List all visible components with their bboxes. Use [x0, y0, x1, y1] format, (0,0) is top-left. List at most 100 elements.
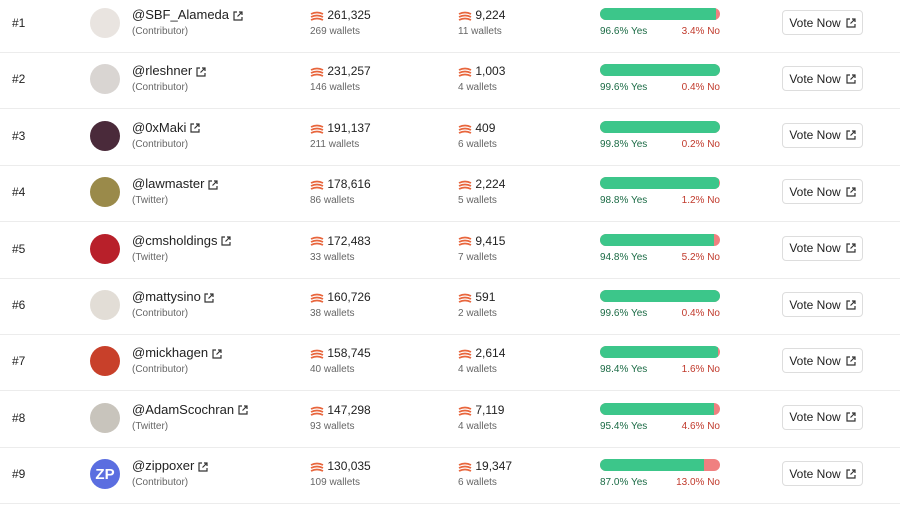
avatar-text: ZP [95, 465, 115, 483]
for-wallets-text: 146 wallets [310, 82, 361, 94]
vote-button-text: Vote Now [789, 15, 841, 30]
against-wallets-text: 4 wallets [458, 420, 497, 432]
link-icon [846, 299, 856, 310]
for-votes: 231,257 [310, 64, 371, 78]
avatar [90, 402, 120, 433]
handle: @mickhagen [132, 345, 209, 361]
against-votes: 2,224 [458, 177, 505, 191]
token-icon [458, 406, 472, 416]
vote-button[interactable]: Vote Now [782, 461, 863, 487]
role: (Twitter) [132, 421, 168, 432]
leaderboard-row: #5 @cmsholdings (Twitter) 172,483 33 walle… [0, 223, 900, 279]
vote-button[interactable]: Vote Now [782, 235, 863, 261]
no-label-text: 5.2% No [681, 251, 720, 263]
for-wallets-text: 38 wallets [310, 308, 355, 319]
link-icon [846, 74, 856, 84]
avatar [90, 233, 120, 264]
handle-link[interactable]: @rleshner [132, 63, 206, 78]
vote-button[interactable]: Vote Now [782, 66, 863, 92]
vote-button[interactable]: Vote Now [782, 292, 863, 317]
against-wallets: 4 wallets [458, 421, 497, 432]
token-icon [458, 180, 472, 190]
rank: #6 [12, 298, 25, 312]
yes-label-text: 98.8% Yes [600, 195, 648, 207]
handle: @AdamScochran [132, 401, 235, 417]
against-wallets-text: 7 wallets [458, 251, 497, 263]
avatar [90, 346, 120, 377]
for-votes-text: 147,298 [327, 402, 371, 417]
vote-button[interactable]: Vote Now [782, 179, 863, 205]
no-label-text: 1.6% No [681, 364, 720, 376]
for-wallets: 86 wallets [310, 195, 354, 206]
vote-button[interactable]: Vote Now [782, 122, 863, 148]
role: (Contributor) [132, 364, 188, 375]
vote-button[interactable]: Vote Now [782, 10, 863, 35]
link-icon [208, 180, 218, 190]
handle: @rleshner [132, 63, 193, 79]
against-votes: 2,614 [458, 346, 505, 360]
for-votes-text: 191,137 [327, 120, 371, 135]
against-wallets: 11 wallets [458, 26, 502, 37]
rank: #9 [12, 467, 25, 481]
vote-button[interactable]: Vote Now [782, 348, 863, 374]
for-wallets: 38 wallets [310, 308, 354, 319]
rank: #7 [12, 354, 25, 368]
for-wallets-text: 93 wallets [310, 420, 355, 432]
yes-label: 98.8% Yes [600, 195, 647, 206]
leaderboard-row: #8 @AdamScochran (Twitter) 147,298 93 wall… [0, 392, 900, 448]
role: (Contributor) [132, 26, 188, 37]
yes-label: 96.6% Yes [600, 26, 647, 37]
against-votes: 19,347 [458, 459, 512, 473]
link-icon [238, 405, 248, 415]
rank-text: #5 [12, 241, 26, 256]
yes-label-text: 99.8% Yes [600, 138, 648, 150]
yes-label: 99.6% Yes [600, 308, 647, 319]
for-wallets-text: 109 wallets [310, 477, 361, 489]
vote-button-text: Vote Now [789, 410, 841, 425]
for-votes: 191,137 [310, 121, 371, 135]
leaderboard-row: #2 @rleshner (Contributor) 231,257 146 wal… [0, 53, 900, 110]
vote-button[interactable]: Vote Now [782, 404, 863, 430]
vote-button-text: Vote Now [789, 297, 841, 312]
against-wallets-text: 6 wallets [458, 477, 497, 489]
yes-bar [600, 402, 715, 415]
for-wallets-text: 211 wallets [310, 138, 360, 150]
against-wallets: 6 wallets [458, 477, 497, 488]
for-wallets-text: 40 wallets [310, 364, 355, 376]
yes-label-text: 96.6% Yes [600, 26, 648, 37]
token-icon [458, 293, 472, 303]
handle-link[interactable]: @lawmaster [132, 176, 218, 191]
role: (Contributor) [132, 308, 188, 319]
vote-bar [600, 8, 720, 20]
rank-text: #2 [12, 72, 26, 87]
yes-label: 99.8% Yes [600, 139, 647, 150]
handle-link[interactable]: @mickhagen [132, 345, 222, 360]
handle-link[interactable]: @cmsholdings [132, 233, 231, 248]
handle-link[interactable]: @SBF_Alameda [132, 7, 243, 22]
for-votes-text: 261,325 [327, 8, 371, 22]
for-votes: 160,726 [310, 290, 371, 304]
no-label-text: 0.4% No [681, 308, 720, 319]
against-wallets-text: 4 wallets [458, 82, 497, 94]
against-votes: 7,119 [458, 403, 504, 417]
handle-link[interactable]: @mattysino [132, 289, 215, 304]
handle-link[interactable]: @0xMaki [132, 120, 200, 135]
role-text: (Contributor) [132, 82, 189, 94]
yes-bar [600, 233, 714, 246]
yes-bar [600, 177, 719, 190]
yes-label: 87.0% Yes [600, 477, 647, 488]
handle-link[interactable]: @zippoxer [132, 458, 208, 473]
link-icon [846, 412, 856, 422]
token-icon [310, 11, 324, 21]
yes-label: 98.4% Yes [600, 364, 647, 375]
handle-link[interactable]: @AdamScochran [132, 402, 248, 417]
no-label-text: 0.2% No [681, 138, 720, 150]
against-votes-text: 7,119 [475, 402, 505, 417]
for-votes-text: 231,257 [327, 64, 371, 79]
for-wallets: 211 wallets [310, 139, 359, 150]
role-text: (Contributor) [132, 364, 189, 376]
link-icon [846, 187, 856, 197]
role-text: (Contributor) [132, 308, 189, 319]
against-wallets-text: 11 wallets [458, 26, 502, 37]
token-icon [310, 349, 324, 360]
